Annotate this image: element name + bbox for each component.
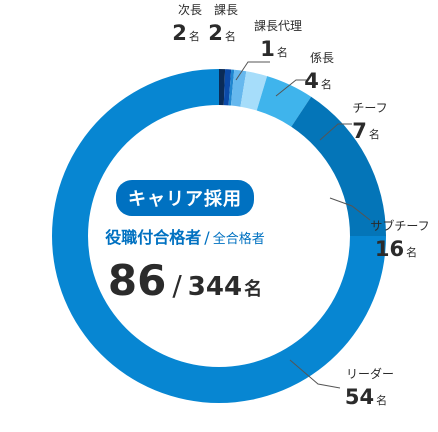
subtitle-main: 役職付合格者 — [105, 228, 202, 247]
leader-line — [329, 197, 371, 221]
subtitle-line: 役職付合格者 / 全合格者 — [70, 224, 300, 248]
slice-課長 — [223, 69, 232, 106]
count-separator: / — [172, 269, 182, 302]
slice-label: 次長 — [178, 3, 202, 17]
center-summary: キャリア採用 役職付合格者 / 全合格者 86/344 名 — [70, 180, 300, 305]
slice-value: 54 名 — [345, 385, 387, 409]
leader-line — [289, 359, 341, 389]
count-line: 86/344 名 — [70, 256, 300, 305]
slice-課長代理 — [228, 69, 235, 106]
slice-サブチーフ — [256, 76, 312, 127]
slice-チーフ — [240, 71, 268, 111]
slice-label: チーフ — [352, 101, 387, 115]
slice-次長 — [219, 69, 226, 106]
slice-リーダー — [291, 96, 386, 236]
leader-line — [235, 61, 270, 81]
slice-係長 — [230, 69, 247, 107]
slice-label: リーダー — [346, 366, 394, 381]
count-unit: 名 — [244, 279, 263, 300]
total-count: 344 — [187, 272, 243, 302]
subtitle-separator: / — [204, 228, 210, 247]
leader-line — [319, 123, 352, 141]
leader-line — [275, 79, 308, 97]
slice-label: 係長 — [310, 51, 334, 65]
slice-label: 課長代理 — [254, 18, 302, 33]
slice-label: 課長 — [214, 2, 238, 17]
slice-value: 16 名 — [375, 237, 417, 261]
career-hiring-badge: キャリア採用 — [116, 180, 254, 216]
subtitle-all: 全合格者 — [212, 232, 265, 247]
titled-count: 86 — [107, 256, 167, 305]
slice-label: サブチーフ — [370, 218, 429, 233]
